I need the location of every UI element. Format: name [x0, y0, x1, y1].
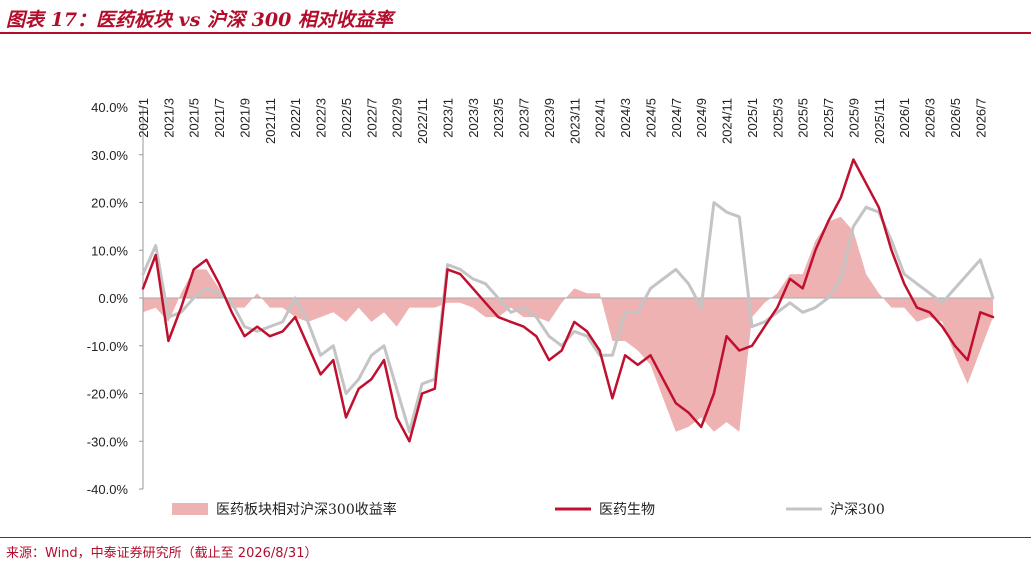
x-tick-label: 2025/9	[846, 98, 861, 138]
hs300-line	[141, 201, 995, 434]
x-tick-label: 2021/9	[238, 98, 253, 138]
x-tick-label: 2024/3	[618, 98, 633, 138]
legend-item-pharma: 医药生物	[555, 502, 655, 518]
x-tick-label: 2021/7	[212, 98, 227, 138]
x-tick-label: 2026/1	[897, 98, 912, 138]
x-tick-label: 2026/5	[948, 98, 963, 138]
x-tick-label: 2024/7	[669, 98, 684, 138]
y-tick-label: 10.0%	[91, 243, 128, 258]
y-tick-label: 20.0%	[91, 196, 128, 211]
x-tick-label: 2023/11	[567, 98, 582, 144]
footer-rule	[0, 537, 1031, 538]
y-tick-label: -20.0%	[87, 387, 129, 402]
x-tick-label: 2022/7	[364, 98, 379, 138]
x-tick-label: 2025/5	[796, 98, 811, 138]
x-tick-label: 2026/7	[973, 98, 988, 138]
x-tick-label: 2021/1	[136, 98, 151, 138]
x-tick-label: 2022/9	[390, 98, 405, 138]
legend-label: 医药板块相对沪深300收益率	[216, 501, 397, 518]
legend-label: 医药生物	[599, 502, 655, 518]
x-tick-label: 2022/1	[288, 98, 303, 138]
legend-swatch	[172, 503, 208, 515]
title-rule	[0, 32, 1031, 34]
legend-item-hs300: 沪深300	[786, 502, 885, 518]
y-tick-label: 40.0%	[91, 100, 128, 115]
x-tick-label: 2024/11	[720, 98, 735, 144]
source-note: 来源：Wind，中泰证券研究所（截止至 2026/8/31）	[6, 546, 318, 561]
relative-return-area	[143, 216, 993, 432]
x-tick-label: 2021/3	[161, 98, 176, 138]
relative-area-layer	[143, 216, 993, 432]
x-tick-label: 2022/5	[339, 98, 354, 138]
x-tick-label: 2025/1	[745, 98, 760, 138]
y-tick-label: -10.0%	[87, 339, 129, 354]
x-tick-label: 2022/11	[415, 98, 430, 144]
chart-title: 图表 17：医药板块 vs 沪深 300 相对收益率	[6, 9, 393, 31]
x-tick-label: 2025/3	[770, 98, 785, 138]
y-tick-label: -40.0%	[87, 482, 129, 497]
x-tick-label: 2022/3	[314, 98, 329, 138]
line-layer	[141, 158, 995, 443]
x-tick-label: 2023/7	[517, 98, 532, 138]
x-tick-label: 2023/5	[491, 98, 506, 138]
x-tick-label: 2023/3	[466, 98, 481, 138]
x-tick-label: 2023/1	[441, 98, 456, 138]
axis-layer: 40.0% 30.0% 20.0% 10.0% 0.0% -10.0% -20.0% -30.…	[87, 98, 993, 497]
y-tick-label: 0.0%	[98, 291, 128, 306]
x-tick-label: 2025/7	[821, 98, 836, 138]
x-tick-label: 2023/9	[542, 98, 557, 138]
y-tick-label: -30.0%	[87, 434, 129, 449]
legend: 医药板块相对沪深300收益率 医药生物 沪深300	[172, 501, 885, 518]
x-tick-label: 2024/1	[593, 98, 608, 138]
x-tick-label: 2024/9	[694, 98, 709, 138]
x-tick-label: 2021/5	[187, 98, 202, 138]
y-tick-label: 30.0%	[91, 148, 128, 163]
legend-label: 沪深300	[830, 502, 885, 518]
pharma-line	[141, 158, 995, 443]
x-tick-label: 2024/5	[644, 98, 659, 138]
x-tick-label: 2026/3	[923, 98, 938, 138]
x-tick-label: 2021/11	[263, 98, 278, 144]
legend-item-relative: 医药板块相对沪深300收益率	[172, 501, 397, 518]
x-tick-label: 2025/11	[872, 98, 887, 144]
